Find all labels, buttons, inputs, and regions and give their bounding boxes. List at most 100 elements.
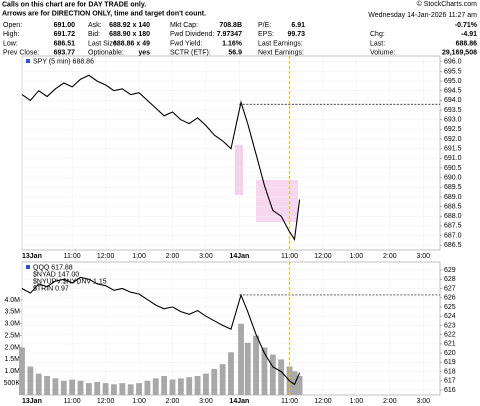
y-tick-label: 690.0 xyxy=(444,174,462,181)
quote-value: 688.92 x 140 xyxy=(109,22,150,29)
x-tick-label: 11:00 xyxy=(281,398,298,405)
y-tick-label: 692.5 xyxy=(444,126,462,133)
x-tick-label: 13Jan xyxy=(22,253,42,260)
x-tick-label: 2:00 xyxy=(166,253,180,260)
quote-label: P/E: xyxy=(258,22,271,29)
quote-label: Low: xyxy=(3,40,18,47)
quote-label: High: xyxy=(3,31,19,38)
quote-value: yes xyxy=(138,50,150,57)
quote-value: 7.97347 xyxy=(217,31,242,38)
y2-tick-label: 617 xyxy=(444,378,456,385)
x-tick-label: 3:00 xyxy=(199,253,213,260)
volume-bar xyxy=(219,364,226,395)
legend-label: $TRIN 0.97 xyxy=(33,285,69,292)
quote-value: 691.72 xyxy=(54,31,76,38)
quote-label: Mkt Cap: xyxy=(170,22,198,29)
legend-label: $NYAD 147.00 xyxy=(33,271,79,278)
quote-label: EPS: xyxy=(258,31,274,38)
y2-tick-label: 627 xyxy=(444,285,456,292)
summary-label: Volume: xyxy=(370,50,395,57)
timestamp: Wednesday 14-Jan-2026 11:27 am xyxy=(368,12,477,19)
volume-bar xyxy=(261,347,268,395)
y-tick-label: 687.5 xyxy=(444,223,462,230)
volume-bar xyxy=(186,377,193,395)
quote-value: 688.90 x 180 xyxy=(109,31,150,38)
volume-bar xyxy=(19,347,25,395)
legend-label: QQQ 617.88 xyxy=(33,264,73,271)
notice: Arrows are for DIRECTION ONLY, time and … xyxy=(2,10,206,17)
volume-bar xyxy=(27,366,34,395)
y-tick-label: 1.5M xyxy=(4,356,20,363)
x-tick-label: 2:00 xyxy=(383,398,397,405)
x-tick-label: 11:00 xyxy=(64,398,81,405)
y2-tick-label: 624 xyxy=(444,313,456,320)
x-tick-label: 12:00 xyxy=(314,398,332,405)
quote-value: 1.16% xyxy=(222,40,243,47)
y2-tick-label: 619 xyxy=(444,359,456,366)
summary-value: 688.86 xyxy=(456,40,478,47)
legend-label: SPY (5 min) 688.86 xyxy=(33,58,94,65)
volume-bar xyxy=(161,376,168,395)
x-tick-label: 1:00 xyxy=(132,253,146,260)
volume-bar xyxy=(296,376,303,395)
range-box xyxy=(235,145,243,195)
quote-label: SCTR (ETF): xyxy=(170,50,211,57)
volume-bar xyxy=(238,323,244,395)
volume-bar xyxy=(177,378,184,395)
volume-bar xyxy=(136,383,142,395)
x-tick-label: 13Jan xyxy=(22,398,42,405)
y2-tick-label: 620 xyxy=(444,350,456,357)
y-tick-label: 689.5 xyxy=(444,184,462,191)
y-tick-label: 686.5 xyxy=(444,242,462,249)
volume-bar xyxy=(77,380,84,395)
y-tick-label: 696.0 xyxy=(444,59,462,66)
volume-bar xyxy=(211,368,218,395)
summary-value: 29,169,508 xyxy=(442,50,477,57)
y-tick-label: 694.0 xyxy=(444,97,462,104)
y-tick-label: 4.0M xyxy=(4,297,20,304)
summary-value: -4.91 xyxy=(461,31,477,38)
y-tick-label: 695.5 xyxy=(444,68,462,75)
quote-value: 686.51 xyxy=(54,40,76,47)
y-tick-label: 500K xyxy=(4,380,21,387)
quote-label: Optionable: xyxy=(88,50,124,57)
x-tick-label: 12:00 xyxy=(97,398,115,405)
volume-bar xyxy=(244,342,251,395)
y-tick-label: 688.5 xyxy=(444,203,462,210)
legend-label: $NYUPV:$NYDNV 1.15 xyxy=(33,278,107,285)
volume-bar xyxy=(60,380,67,395)
volume-bar xyxy=(253,335,260,395)
y-tick-label: 693.5 xyxy=(444,107,462,114)
quote-value: 99.73 xyxy=(287,31,305,38)
y2-tick-label: 629 xyxy=(444,267,456,274)
y-tick-label: 694.5 xyxy=(444,88,462,95)
x-tick-label: 12:00 xyxy=(314,253,332,260)
y-tick-label: 689.0 xyxy=(444,194,462,201)
quote-value: 693.77 xyxy=(54,50,76,57)
legend-swatch xyxy=(26,265,30,269)
volume-bar xyxy=(152,378,159,395)
y-tick-label: 2.5M xyxy=(4,332,20,339)
quote-label: Bid: xyxy=(88,31,100,38)
y-tick-label: 688.0 xyxy=(444,213,462,220)
volume-bar xyxy=(169,379,176,395)
copyright: © StockCharts.com xyxy=(417,0,478,8)
x-tick-label: 1:00 xyxy=(350,398,364,405)
volume-bar xyxy=(69,379,76,395)
price-line xyxy=(21,74,301,241)
x-tick-label: 11:00 xyxy=(64,253,81,260)
quote-label: Open: xyxy=(3,22,22,29)
y-tick-label: 1.0M xyxy=(4,368,20,375)
notice-bg xyxy=(0,0,255,18)
volume-bar xyxy=(202,373,209,395)
y-tick-label: 3.0M xyxy=(4,321,20,328)
volume-bar xyxy=(144,380,151,395)
y-tick-label: 691.0 xyxy=(444,155,462,162)
y2-tick-label: 616 xyxy=(444,387,456,394)
quote-label: Ask: xyxy=(88,22,102,29)
y-tick-label: 690.5 xyxy=(444,165,462,172)
y-tick-label: 687.0 xyxy=(444,232,462,239)
quote-label: Last Size: xyxy=(88,40,119,47)
notice: Calls on this chart are for DAY TRADE on… xyxy=(2,1,146,8)
volume-bar xyxy=(44,376,51,395)
